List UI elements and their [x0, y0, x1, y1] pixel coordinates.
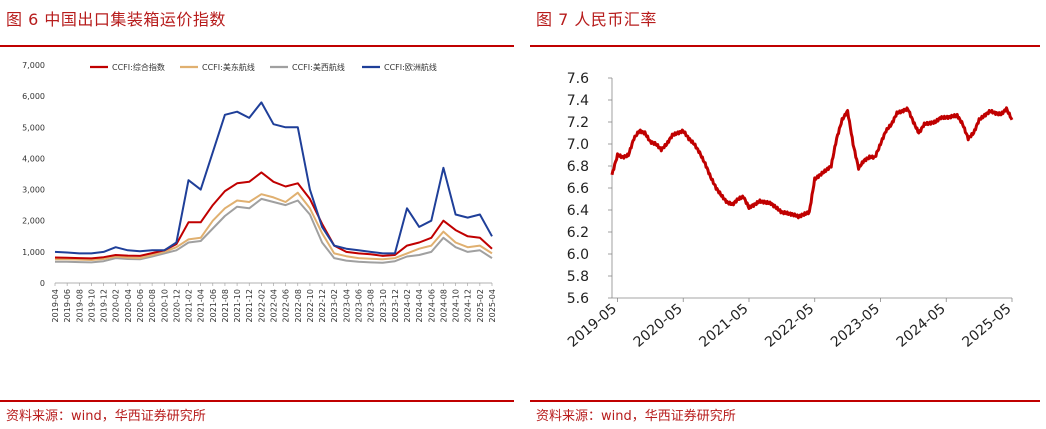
figure-title-ccfi: 图 6 中国出口集装箱运价指数 [6, 10, 226, 29]
source-note-ccfi: 资料来源：wind，华西证券研究所 [6, 409, 206, 424]
ccfi-line-chart: 0 1,000 2,000 3,000 4,000 5,000 6,000 7,000 201… [22, 61, 497, 322]
x-tick-label: 2024-06 [427, 289, 436, 322]
x-tick-label: 2025-04 [488, 289, 497, 322]
panel-ccfi: 图 6 中国出口集装箱运价指数 0 1,000 2,000 3,000 4,000 5,0… [0, 0, 520, 429]
y-tick-label: 2,000 [22, 217, 45, 226]
series-line-us-east [55, 197, 493, 264]
x-tick-label: 2020-06 [136, 289, 145, 322]
fx-y-axis: 5.6 5.8 6.0 6.2 6.4 6.6 6.8 7.0 7.2 7.4 7.6 [567, 71, 613, 307]
x-tick-label: 2019-10 [87, 289, 96, 322]
y-tick-label: 1,000 [22, 248, 45, 257]
y-tick-label: 6.0 [567, 247, 589, 263]
x-tick-label: 2023-05 [828, 301, 883, 351]
x-tick-label: 2022-06 [282, 289, 291, 322]
x-tick-label: 2020-12 [172, 289, 181, 322]
y-tick-label: 7.0 [567, 137, 589, 153]
x-tick-label: 2021-10 [233, 289, 242, 322]
x-tick-label: 2025-02 [476, 289, 485, 322]
x-tick-label: 2020-08 [148, 289, 157, 322]
x-tick-label: 2021-08 [221, 289, 230, 322]
x-tick-label: 2022-02 [257, 289, 266, 322]
x-tick-label: 2023-02 [330, 289, 339, 322]
ccfi-y-axis: 0 1,000 2,000 3,000 4,000 5,000 6,000 7,000 [22, 61, 45, 288]
fx-series-group [610, 106, 1014, 220]
y-tick-label: 5.6 [567, 291, 589, 307]
ccfi-series-group [54, 101, 493, 264]
series-line-ccfi [54, 171, 493, 260]
x-tick-label: 2019-12 [100, 289, 109, 322]
y-tick-label: 7,000 [22, 61, 45, 70]
x-tick-label: 2023-08 [367, 289, 376, 322]
y-tick-label: 3,000 [22, 186, 45, 195]
x-tick-label: 2021-06 [209, 289, 218, 322]
y-tick-label: 6.2 [567, 225, 589, 241]
x-tick-label: 2021-04 [197, 289, 206, 322]
y-tick-label: 7.6 [567, 71, 589, 87]
legend-label: CCFI:欧洲航线 [384, 62, 437, 72]
x-tick-label: 2022-12 [318, 289, 327, 322]
fx-x-axis: 2019-05 2020-05 2021-05 2022-05 2023-05 2024-… [565, 297, 1015, 351]
title-rule [530, 45, 1040, 47]
series-line-usdcny [610, 106, 1014, 220]
x-tick-label: 2022-04 [270, 289, 279, 322]
x-tick-label: 2019-08 [75, 289, 84, 322]
panel-fx: 图 7 人民币汇率 5.6 5.8 6.0 6.2 6.4 6.6 6.8 7.0 7.2 7.4… [530, 0, 1046, 429]
x-tick-label: 2022-10 [306, 289, 315, 322]
x-tick-label: 2021-02 [185, 289, 194, 322]
x-tick-label: 2024-05 [894, 301, 949, 351]
series-line-us-west [55, 191, 493, 261]
x-tick-label: 2025-05 [959, 301, 1014, 351]
x-tick-label: 2019-04 [51, 289, 60, 322]
ccfi-legend: CCFI:综合指数 CCFI:美东航线 CCFI:美西航线 CCFI:欧洲航线 [90, 62, 437, 72]
figure-title-fx: 图 7 人民币汇率 [536, 10, 657, 29]
x-tick-label: 2019-06 [63, 289, 72, 322]
x-tick-label: 2019-05 [565, 301, 620, 351]
y-tick-label: 6.8 [567, 159, 589, 175]
x-tick-label: 2022-05 [762, 301, 817, 351]
x-tick-label: 2020-05 [631, 301, 686, 351]
x-tick-label: 2024-12 [464, 289, 473, 322]
y-tick-label: 5,000 [22, 123, 45, 132]
y-tick-label: 6.6 [567, 181, 589, 197]
y-tick-label: 7.2 [567, 115, 589, 131]
y-tick-label: 4,000 [22, 154, 45, 163]
legend-label: CCFI:综合指数 [112, 62, 165, 72]
legend-label: CCFI:美东航线 [202, 62, 255, 72]
x-tick-label: 2023-06 [354, 289, 363, 322]
ccfi-x-axis: 2019-04 2019-06 2019-08 2019-10 2019-12 2020-… [51, 282, 497, 322]
y-tick-label: 0 [40, 279, 45, 288]
y-tick-label: 7.4 [567, 93, 589, 109]
legend-label: CCFI:美西航线 [292, 62, 345, 72]
x-tick-label: 2020-02 [112, 289, 121, 322]
x-tick-label: 2020-04 [124, 289, 133, 322]
x-tick-label: 2024-08 [439, 289, 448, 322]
x-tick-label: 2023-10 [379, 289, 388, 322]
x-tick-label: 2022-08 [294, 289, 303, 322]
source-note-fx: 资料来源：wind，华西证券研究所 [536, 409, 736, 424]
x-tick-label: 2020-10 [160, 289, 169, 322]
fx-line-chart: 5.6 5.8 6.0 6.2 6.4 6.6 6.8 7.0 7.2 7.4 7.6 2019-0… [565, 71, 1015, 351]
x-tick-label: 2024-04 [415, 289, 424, 322]
series-line-europe [54, 101, 493, 255]
source-rule [530, 400, 1040, 402]
x-tick-label: 2021-05 [696, 301, 751, 351]
x-tick-label: 2021-12 [245, 289, 254, 322]
x-tick-label: 2024-10 [452, 289, 461, 322]
source-rule [0, 400, 514, 402]
y-tick-label: 5.8 [567, 269, 589, 285]
title-rule [0, 45, 514, 47]
x-tick-label: 2023-04 [342, 289, 351, 322]
y-tick-label: 6.4 [567, 203, 589, 219]
x-tick-label: 2024-02 [403, 289, 412, 322]
x-tick-label: 2023-12 [391, 289, 400, 322]
y-tick-label: 6,000 [22, 92, 45, 101]
